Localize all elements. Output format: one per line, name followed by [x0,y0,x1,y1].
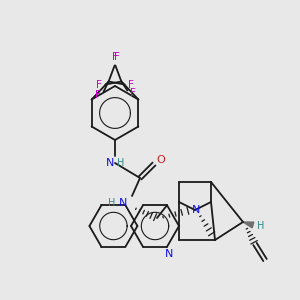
Text: F: F [128,80,134,89]
Text: F: F [112,52,118,62]
Text: N: N [192,205,200,215]
Text: N: N [106,158,114,168]
Text: F: F [95,89,100,100]
Text: H: H [117,158,125,168]
Text: H: H [108,198,116,208]
Text: H: H [257,221,265,231]
Text: O: O [157,155,165,165]
Text: F: F [96,80,102,89]
Text: F: F [130,88,136,98]
Polygon shape [243,222,254,228]
Text: N: N [165,249,173,259]
Text: F: F [114,52,120,62]
Text: N: N [119,198,127,208]
